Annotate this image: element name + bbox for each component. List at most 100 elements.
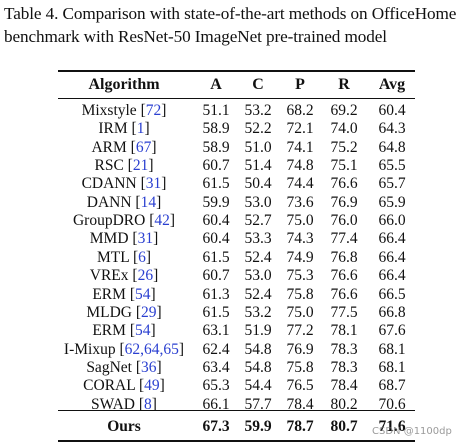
value-c: 52.4 (244, 248, 272, 266)
algorithm-name: Mixstyle (81, 102, 137, 119)
value-avg: 66.8 (378, 303, 406, 321)
value-a: 63.1 (202, 322, 230, 340)
header-rule (58, 98, 415, 99)
citation-link[interactable]: 72 (145, 102, 162, 119)
value-p: 75.0 (286, 212, 314, 230)
value-c: 51.4 (244, 157, 272, 175)
value-a: 61.5 (202, 248, 230, 266)
algorithm-name: SWAD (91, 395, 135, 413)
table-row: SWAD [8] 66.1 57.7 78.4 80.2 70.6 (0, 395, 474, 414)
citation-link[interactable]: 21 (132, 157, 149, 175)
citation-link[interactable]: 26 (137, 267, 154, 285)
watermark: CSDN @1100dp (372, 426, 452, 437)
value-c: 54.8 (244, 358, 272, 376)
header-avg: Avg (378, 76, 406, 93)
citation-link[interactable]: 31 (137, 230, 154, 248)
citation-link[interactable]: 36 (141, 358, 157, 376)
value-avg: 66.4 (378, 248, 406, 266)
algorithm-cell: DANN [14] (86, 193, 162, 211)
citation-link[interactable]: 54 (134, 322, 151, 340)
header-a: A (210, 76, 222, 93)
algorithm-name: MLDG (86, 303, 132, 321)
citation-link[interactable]: 29 (141, 303, 157, 321)
value-r: 76.6 (330, 175, 358, 193)
algorithm-name: CORAL (83, 377, 136, 395)
value-r: 75.2 (330, 138, 358, 156)
algorithm-name: GroupDRO (72, 212, 146, 230)
value-p: 76.5 (286, 377, 314, 395)
citation-link[interactable]: 49 (144, 377, 160, 395)
algorithm-name: CDANN (81, 175, 137, 193)
value-p: 78.4 (286, 395, 314, 413)
value-avg: 67.6 (378, 322, 406, 340)
value-avg: 68.1 (378, 340, 406, 358)
algorithm-cell: CDANN [31] (81, 175, 167, 193)
table-row: DANN [14] 59.9 53.0 73.6 76.9 65.9 (0, 193, 474, 212)
algorithm-cell: Mixstyle [72] (81, 102, 167, 119)
value-r: 74.0 (330, 120, 358, 138)
table-row: MMD [31] 60.4 53.3 74.3 77.4 66.4 (0, 229, 474, 248)
ours-rule (58, 410, 415, 411)
citation-link[interactable]: 54 (134, 285, 151, 303)
value-avg: 65.5 (378, 157, 406, 175)
value-c: 54.8 (244, 340, 272, 358)
value-avg: 68.7 (378, 377, 406, 395)
ours-name: Ours (107, 418, 141, 435)
value-a: 51.1 (202, 102, 230, 119)
value-p: 77.2 (286, 322, 314, 340)
value-p: 72.1 (286, 120, 314, 138)
value-p: 74.9 (286, 248, 314, 266)
table-row: IRM [1] 58.9 52.2 72.1 74.0 64.3 (0, 119, 474, 138)
value-r: 77.5 (330, 303, 358, 321)
algorithm-name: ARM (91, 138, 127, 156)
algorithm-cell: MLDG [29] (86, 303, 162, 321)
value-p: 76.9 (286, 340, 314, 358)
table-row-ours: Ours 67.3 59.9 78.7 80.7 71.6 (0, 417, 474, 436)
citation-link[interactable]: 8 (144, 395, 152, 413)
citation-link[interactable]: 42 (154, 212, 170, 230)
value-r: 76.9 (330, 193, 358, 211)
value-c: 53.0 (244, 193, 272, 211)
value-a: 66.1 (202, 395, 230, 413)
value-avg: 70.6 (378, 395, 406, 413)
value-p: 75.8 (286, 358, 314, 376)
table-row: RSC [21] 60.7 51.4 74.8 75.1 65.5 (0, 156, 474, 175)
table-row: I-Mixup [62,64,65] 62.4 54.8 76.9 78.3 68.1 (0, 340, 474, 359)
citation-link[interactable]: 67 (135, 138, 152, 156)
value-c: 57.7 (244, 395, 272, 413)
value-a: 60.4 (202, 212, 230, 230)
bottom-rule (58, 440, 415, 442)
value-a: 63.4 (202, 358, 230, 376)
value-r: 76.6 (330, 267, 358, 285)
value-r: 76.0 (330, 212, 358, 230)
citation-link[interactable]: 6 (138, 248, 146, 266)
value-avg: 64.8 (378, 138, 406, 156)
value-c: 52.2 (244, 120, 272, 138)
algorithm-cell: CORAL [49] (83, 377, 165, 395)
value-avg: 66.4 (378, 230, 406, 248)
value-c: 53.0 (244, 267, 272, 285)
algorithm-cell: MTL [6] (96, 248, 152, 266)
citation-link[interactable]: 62,64,65 (124, 340, 179, 358)
citation-link[interactable]: 1 (136, 120, 145, 138)
header-r: R (338, 76, 350, 93)
algorithm-cell: VREx [26] (89, 267, 159, 285)
value-c: 52.4 (244, 285, 272, 303)
value-p: 74.4 (286, 175, 314, 193)
value-p: 75.0 (286, 303, 314, 321)
value-r: 76.8 (330, 248, 358, 266)
citation-link[interactable]: 31 (145, 175, 162, 193)
ours-c: 59.9 (244, 418, 272, 435)
value-r: 76.6 (330, 285, 358, 303)
table-row: ARM [67] 58.9 51.0 74.1 75.2 64.8 (0, 138, 474, 157)
value-c: 53.2 (244, 102, 272, 119)
ours-avg: 71.6 (378, 418, 406, 435)
value-p: 68.2 (286, 102, 314, 119)
algorithm-cell: I-Mixup [62,64,65] (63, 340, 185, 358)
value-a: 61.3 (202, 285, 230, 303)
table-row: CDANN [31] 61.5 50.4 74.4 76.6 65.7 (0, 174, 474, 193)
value-avg: 60.4 (378, 102, 406, 119)
citation-link[interactable]: 14 (140, 193, 157, 211)
table-row: MLDG [29] 61.5 53.2 75.0 77.5 66.8 (0, 303, 474, 322)
value-r: 69.2 (330, 102, 358, 119)
